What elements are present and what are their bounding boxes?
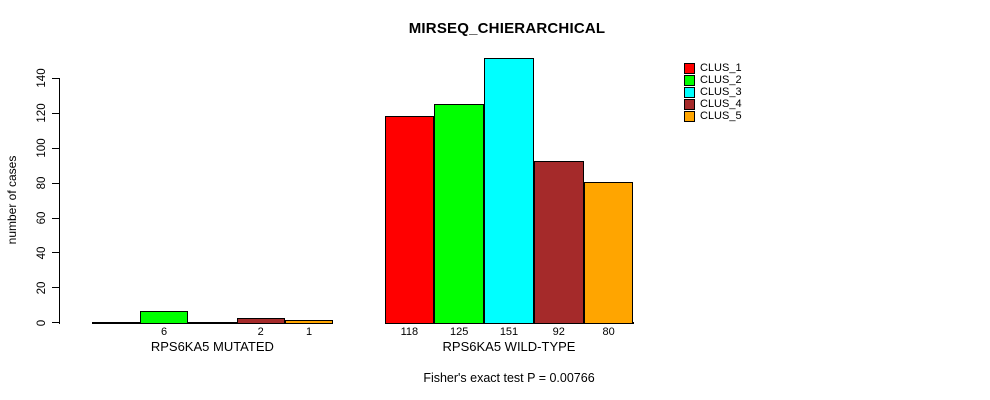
y-tick-label: 0: [36, 319, 48, 326]
bar-clus-2-group1: [434, 103, 485, 324]
bar-clus-1-group1: [384, 115, 435, 324]
chart-title: MIRSEQ_CHIERARCHICAL: [408, 20, 606, 37]
legend-swatch-icon: [684, 74, 695, 86]
group-label: RPS6KA5 MUTATED: [150, 339, 274, 354]
y-tick-label: 140: [36, 68, 48, 89]
y-tick-label: 80: [36, 176, 48, 190]
legend-label: CLUS_4: [700, 98, 742, 111]
bar-clus-4-group1: [533, 161, 584, 324]
bar-value-label: 92: [552, 326, 565, 338]
y-axis-label: number of cases: [5, 155, 19, 245]
bar-value-label: 118: [400, 326, 419, 338]
bar-clus-4-group0: [236, 318, 285, 324]
legend-item-clus-4: CLUS_4: [684, 99, 742, 111]
y-tick-label: 20: [36, 281, 48, 295]
y-tick: [52, 147, 59, 149]
bar-value-label: 80: [602, 326, 615, 338]
y-axis-line: [59, 78, 60, 324]
y-tick: [52, 112, 59, 114]
group-baseline: [91, 321, 334, 324]
y-tick-label: 60: [36, 211, 48, 225]
y-tick: [52, 287, 59, 289]
y-tick: [52, 322, 59, 324]
y-tick: [52, 182, 59, 184]
bar-value-label: 125: [450, 326, 469, 338]
bar-clus-2-group0: [139, 311, 189, 324]
bar-clus-3-group1: [484, 58, 534, 324]
bar-value-label: 151: [499, 326, 519, 338]
legend-swatch-icon: [684, 99, 695, 111]
legend-item-clus-3: CLUS_3: [684, 86, 742, 98]
legend-item-clus-2: CLUS_2: [684, 74, 742, 86]
bar-clus-5-group0: [284, 319, 334, 324]
legend-swatch-icon: [684, 111, 695, 123]
group-label: RPS6KA5 WILD-TYPE: [442, 339, 576, 354]
bar-value-label: 2: [257, 326, 264, 338]
y-tick-label: 40: [36, 246, 48, 260]
fisher-test-annotation: Fisher's exact test P = 0.00766: [423, 371, 595, 385]
legend-label: CLUS_2: [700, 73, 742, 86]
legend-label: CLUS_3: [700, 85, 742, 98]
legend-swatch-icon: [684, 62, 695, 74]
y-tick-label: 120: [36, 103, 48, 123]
bar-value-label: 1: [306, 326, 313, 338]
y-tick-label: 100: [36, 138, 48, 158]
bar-value-label: 6: [160, 326, 168, 338]
bar-clus-5-group1: [583, 182, 634, 324]
y-tick: [52, 252, 59, 254]
y-tick: [52, 217, 59, 219]
legend-label: CLUS_1: [700, 61, 742, 74]
legend-item-clus-1: CLUS_1: [684, 62, 742, 74]
legend-label: CLUS_5: [700, 110, 742, 123]
legend-item-clus-5: CLUS_5: [684, 111, 742, 123]
legend-swatch-icon: [684, 86, 695, 98]
y-tick: [52, 77, 59, 79]
